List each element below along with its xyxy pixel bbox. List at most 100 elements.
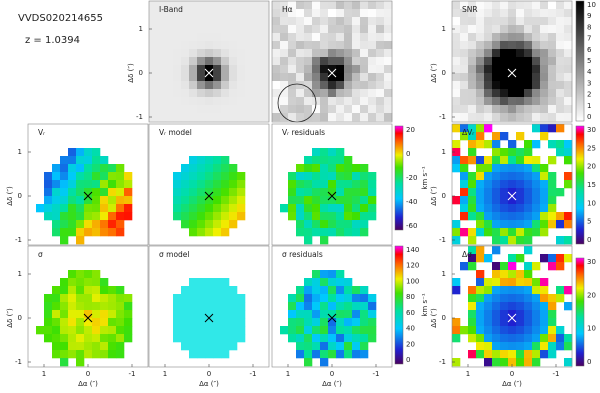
pixel <box>460 89 469 98</box>
pixel <box>476 49 485 58</box>
pixel <box>508 228 517 237</box>
pixel <box>253 41 262 50</box>
pixel <box>68 172 77 181</box>
pixel <box>320 318 329 327</box>
pixel <box>44 188 53 197</box>
pixel <box>484 65 493 74</box>
pixel <box>336 334 345 343</box>
pixel <box>492 294 501 303</box>
pixel <box>229 302 238 311</box>
pixel <box>532 196 541 205</box>
pixel <box>288 318 297 327</box>
pixel <box>468 204 477 213</box>
pixel <box>237 212 246 221</box>
pixel <box>304 25 313 34</box>
pixel <box>524 286 533 295</box>
pixel <box>100 310 109 319</box>
pixel <box>280 105 289 114</box>
pixel <box>124 212 133 221</box>
pixel <box>173 188 182 197</box>
pixel <box>181 113 190 122</box>
pixel <box>516 17 525 26</box>
pixel <box>189 326 198 335</box>
y-axis-label: Δδ (″) <box>6 186 14 206</box>
pixel <box>468 262 477 271</box>
pixel <box>245 9 254 18</box>
pixel <box>116 196 125 205</box>
pixel <box>384 89 393 98</box>
pixel <box>468 140 477 149</box>
pixel <box>328 25 337 34</box>
pixel <box>92 196 101 205</box>
pixel <box>229 9 238 18</box>
map-panel <box>271 245 393 368</box>
pixel <box>197 294 206 303</box>
pixel <box>157 65 166 74</box>
pixel <box>237 334 246 343</box>
pixel <box>221 65 230 74</box>
pixel <box>312 270 321 279</box>
pixel <box>352 105 361 114</box>
pixel <box>564 113 573 122</box>
pixel <box>384 73 393 82</box>
pixel <box>92 204 101 213</box>
pixel <box>60 172 69 181</box>
pixel <box>237 310 246 319</box>
pixel <box>452 25 461 34</box>
pixel <box>500 65 509 74</box>
pixel <box>288 65 297 74</box>
pixel <box>197 105 206 114</box>
pixel <box>108 342 117 351</box>
pixel <box>540 17 549 26</box>
pixel <box>344 180 353 189</box>
pixel <box>84 228 93 237</box>
pixel <box>189 228 198 237</box>
pixel <box>189 33 198 42</box>
pixel <box>460 25 469 34</box>
pixel <box>288 302 297 311</box>
pixel <box>44 302 53 311</box>
pixel <box>320 148 329 157</box>
pixel <box>352 33 361 42</box>
pixel <box>189 342 198 351</box>
pixel <box>492 350 501 359</box>
pixel <box>384 33 393 42</box>
pixel <box>452 164 461 173</box>
x-tick-label: 0 <box>330 370 334 378</box>
pixel <box>548 17 557 26</box>
pixel <box>36 204 45 213</box>
pixel <box>261 89 270 98</box>
pixel <box>328 270 337 279</box>
y-tick-label: 0 <box>442 69 446 77</box>
pixel <box>116 228 125 237</box>
pixel <box>304 180 313 189</box>
pixel <box>344 286 353 295</box>
pixel <box>320 358 329 367</box>
pixel <box>516 270 525 279</box>
pixel <box>352 196 361 205</box>
pixel <box>368 196 377 205</box>
pixel <box>468 148 477 157</box>
pixel <box>68 310 77 319</box>
pixel <box>116 220 125 229</box>
pixel <box>328 350 337 359</box>
pixel <box>312 73 321 82</box>
pixel <box>548 81 557 90</box>
pixel <box>173 302 182 311</box>
pixel <box>60 204 69 213</box>
pixel <box>564 180 573 189</box>
pixel <box>476 212 485 221</box>
pixel <box>261 33 270 42</box>
pixel <box>508 358 517 367</box>
pixel <box>516 97 525 106</box>
pixel <box>229 73 238 82</box>
pixel <box>92 342 101 351</box>
pixel <box>352 228 361 237</box>
pixel <box>221 164 230 173</box>
pixel <box>328 204 337 213</box>
pixel <box>508 65 517 74</box>
pixel <box>516 156 525 165</box>
pixel <box>245 57 254 66</box>
pixel <box>60 228 69 237</box>
pixel <box>76 278 85 287</box>
